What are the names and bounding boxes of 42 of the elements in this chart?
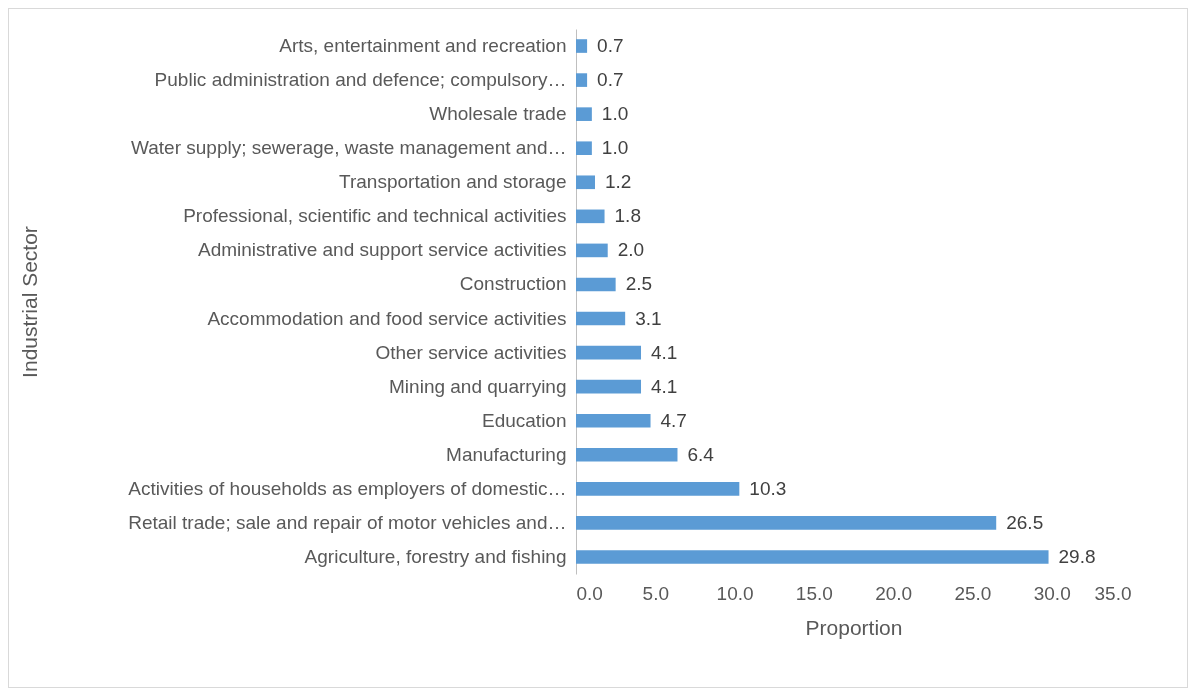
x-axis-title: Proportion [805,615,903,639]
data-label: 2.0 [617,239,645,261]
y-tick-label: Professional, scientific and technical activities [183,205,567,227]
x-tick-label: 35.0 [1094,582,1132,604]
y-tick-label: Agriculture, forestry and fishing [304,545,567,567]
data-label: 4.7 [660,409,687,431]
y-tick-label: Mining and quarrying [389,375,567,397]
x-tick-label: 30.0 [1033,582,1071,604]
data-label: 0.7 [597,69,624,91]
data-label: 10.3 [749,477,787,499]
y-tick-label: Transportation and storage [339,171,567,193]
data-label: 3.1 [635,307,662,329]
data-label: 1.8 [614,205,641,227]
y-tick-label: Public administration and defence; compulsory… [154,69,567,91]
y-tick-label: Retail trade; sale and repair of motor vehicles and… [128,511,567,533]
y-tick-label: Construction [459,273,567,295]
data-label: 29.8 [1058,545,1096,567]
y-tick-label: Activities of households as employers of domestic… [128,477,567,499]
x-tick-label: 0.0 [576,582,603,604]
y-tick-label: Administrative and support service activities [197,239,567,261]
x-tick-label: 20.0 [875,582,913,604]
y-tick-label: Manufacturing [446,443,567,465]
y-tick-label: Education [481,409,567,431]
y-tick-label: Arts, entertainment and recreation [279,35,567,57]
data-label: 4.1 [651,375,678,397]
data-label: 1.0 [601,137,629,159]
x-tick-label: 15.0 [795,582,833,604]
x-tick-label: 5.0 [642,582,669,604]
y-axis-title: Industrial Sector [17,226,41,378]
data-label: 0.7 [597,35,624,57]
data-label: 4.1 [651,341,678,363]
y-tick-label: Other service activities [375,341,567,363]
data-label: 1.0 [601,103,629,125]
y-tick-label: Wholesale trade [429,103,567,125]
data-label: 26.5 [1006,511,1044,533]
y-tick-label: Water supply; sewerage, waste management and… [131,137,567,159]
data-label: 6.4 [687,443,715,465]
data-label: 2.5 [625,273,653,295]
y-tick-label: Accommodation and food service activities [207,307,567,329]
data-label: 1.2 [605,171,632,193]
x-tick-label: 25.0 [954,582,992,604]
x-tick-label: 10.0 [716,582,754,604]
